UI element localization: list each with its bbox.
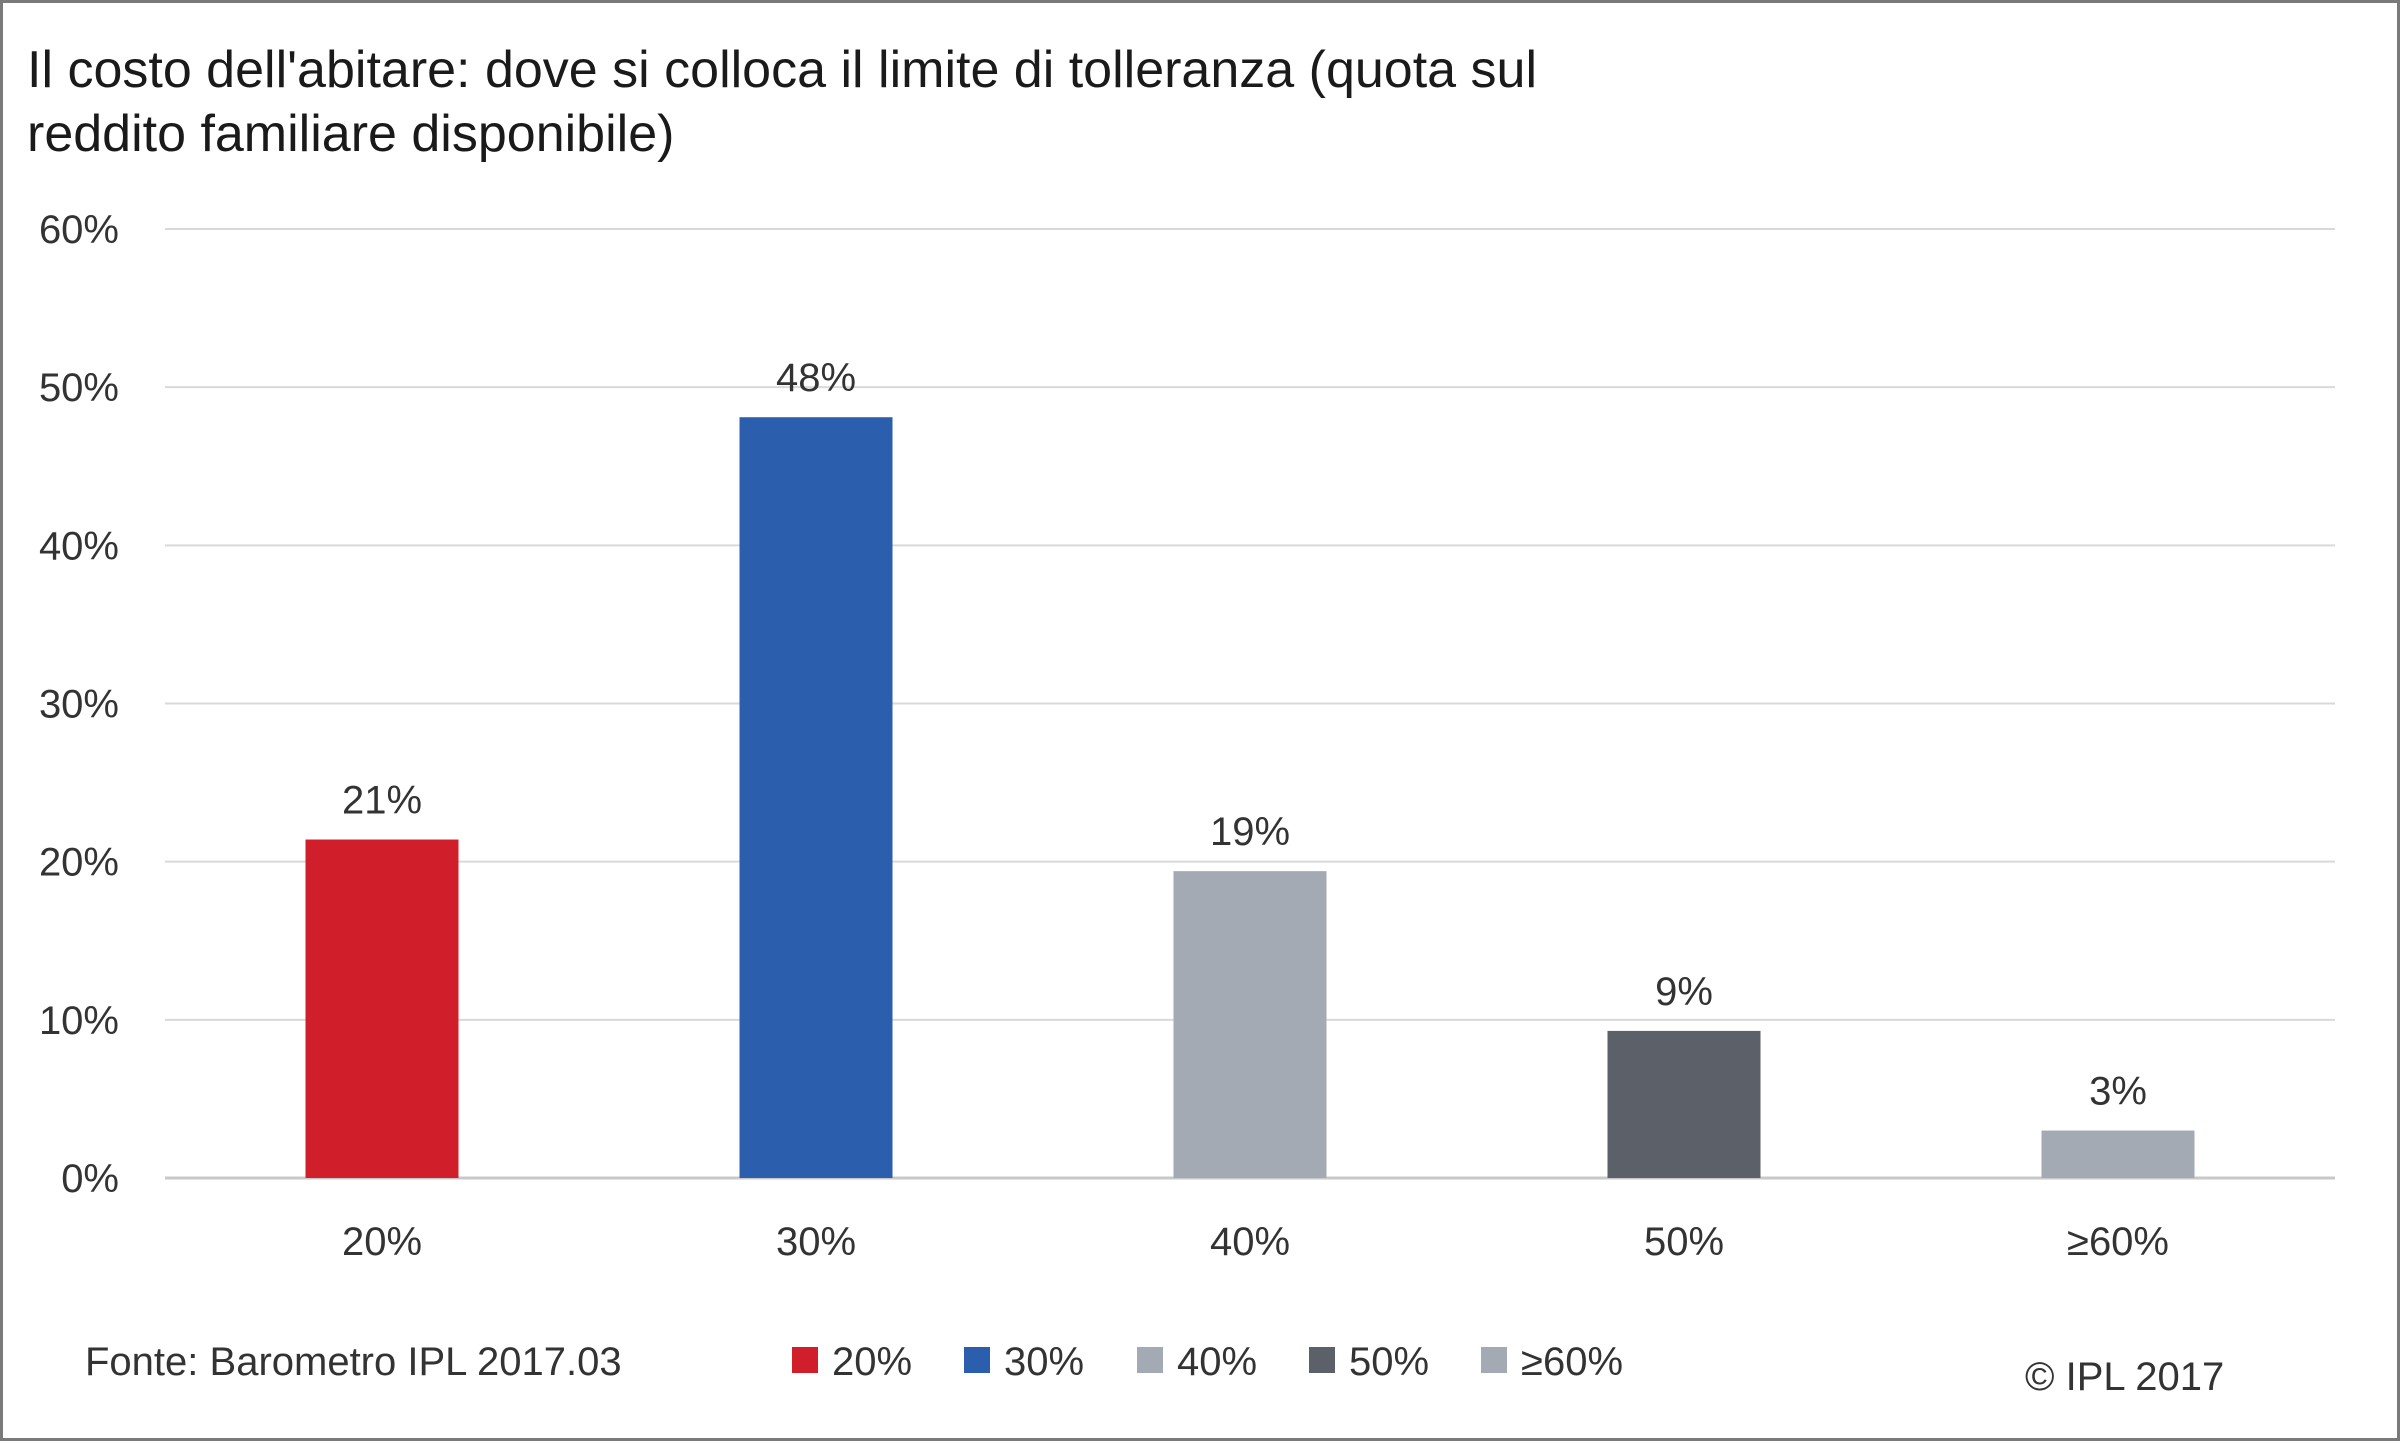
- legend-label: 50%: [1349, 1340, 1429, 1384]
- legend-label: 30%: [1004, 1340, 1084, 1384]
- data-label: 3%: [2089, 1070, 2147, 1114]
- gridlines: [165, 228, 2335, 1180]
- legend-swatch: [1309, 1347, 1335, 1373]
- legend-swatch: [964, 1347, 990, 1373]
- bar-chart: Il costo dell'abitare: dove si colloca i…: [27, 41, 2335, 1399]
- chart-footer: Fonte: Barometro IPL 2017.03 20% 30% 40% 50…: [85, 1340, 2224, 1399]
- y-tick-label: 30%: [39, 683, 119, 727]
- bars: [305, 417, 2195, 1178]
- x-tick-label: 20%: [342, 1220, 422, 1264]
- bar-3: [1173, 871, 1327, 1178]
- chart-title-line-1: Il costo dell'abitare: dove si colloca i…: [27, 41, 1537, 99]
- data-label: 19%: [1210, 810, 1290, 854]
- bar-2: [739, 417, 893, 1178]
- data-label: 21%: [342, 779, 422, 823]
- y-tick-label: 0%: [61, 1157, 119, 1201]
- data-label: 9%: [1655, 970, 1713, 1014]
- y-tick-label: 60%: [39, 208, 119, 252]
- legend: 20% 30% 40% 50% ≥60%: [792, 1340, 1623, 1384]
- data-labels: 21% 48% 19% 9% 3%: [342, 356, 2147, 1113]
- source-note: Fonte: Barometro IPL 2017.03: [85, 1340, 622, 1384]
- legend-swatch: [1481, 1347, 1507, 1373]
- x-axis-category-labels: 20% 30% 40% 50% ≥60%: [342, 1220, 2169, 1264]
- y-tick-label: 40%: [39, 524, 119, 568]
- copyright-note: © IPL 2017: [2025, 1355, 2224, 1399]
- bar-1: [305, 839, 459, 1178]
- y-axis-tick-labels: 0% 10% 20% 30% 40% 50% 60%: [39, 208, 119, 1201]
- legend-swatch: [1137, 1347, 1163, 1373]
- chart-title-line-2: reddito familiare disponibile): [27, 105, 674, 163]
- bar-4: [1607, 1030, 1761, 1178]
- y-tick-label: 50%: [39, 366, 119, 410]
- y-tick-label: 10%: [39, 999, 119, 1043]
- legend-swatch: [792, 1347, 818, 1373]
- y-tick-label: 20%: [39, 841, 119, 885]
- x-tick-label: 50%: [1644, 1220, 1724, 1264]
- x-tick-label: 40%: [1210, 1220, 1290, 1264]
- x-tick-label: ≥60%: [2067, 1220, 2169, 1264]
- legend-label: 40%: [1177, 1340, 1257, 1384]
- chart-title: Il costo dell'abitare: dove si colloca i…: [27, 41, 1537, 163]
- bar-5: [2041, 1130, 2195, 1178]
- legend-label: 20%: [832, 1340, 912, 1384]
- x-tick-label: 30%: [776, 1220, 856, 1264]
- data-label: 48%: [776, 356, 856, 400]
- legend-label: ≥60%: [1521, 1340, 1623, 1384]
